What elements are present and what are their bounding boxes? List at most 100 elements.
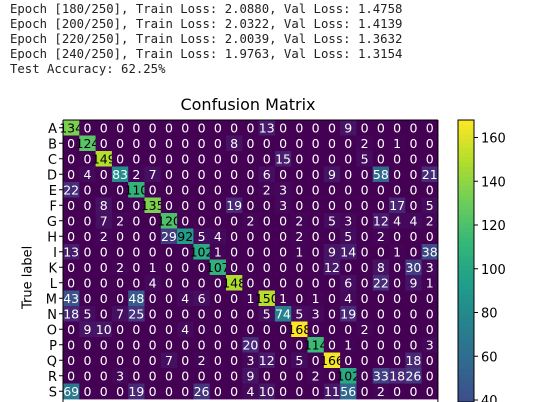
colorbar-segment bbox=[458, 256, 474, 262]
cell-value-label: 0 bbox=[312, 167, 320, 182]
cell-value-label: 0 bbox=[165, 120, 173, 135]
cell-value-label: 2 bbox=[295, 213, 303, 228]
cell-value-label: 0 bbox=[377, 291, 385, 306]
cell-value-label: 18 bbox=[63, 306, 79, 321]
cell-value-label: 0 bbox=[83, 384, 91, 399]
cell-value-label: 0 bbox=[312, 213, 320, 228]
heatmap-cell bbox=[307, 259, 325, 276]
heatmap-cell bbox=[226, 337, 243, 353]
heatmap-cell bbox=[63, 197, 80, 214]
cell-value-label: 19 bbox=[340, 306, 356, 321]
cell-value-label: 0 bbox=[361, 306, 369, 321]
heatmap-cell bbox=[144, 321, 162, 338]
cell-value-label: 0 bbox=[361, 198, 369, 213]
heatmap-cell bbox=[274, 244, 292, 260]
cell-value-label: 9 bbox=[246, 368, 254, 383]
heatmap-cell bbox=[356, 213, 374, 229]
cell-value-label: 0 bbox=[393, 167, 401, 182]
cell-value-label: 30 bbox=[405, 260, 421, 275]
colorbar-segment bbox=[458, 171, 474, 177]
heatmap-cell bbox=[372, 213, 390, 229]
heatmap-cell bbox=[323, 244, 341, 260]
heatmap-cell bbox=[177, 321, 194, 338]
heatmap-cell bbox=[144, 383, 162, 400]
cell-value-label: 2 bbox=[426, 213, 434, 228]
heatmap-cell bbox=[421, 368, 439, 384]
cell-value-label: 0 bbox=[116, 244, 124, 259]
cell-value-label: 0 bbox=[230, 368, 238, 383]
colorbar-segment bbox=[458, 322, 474, 328]
heatmap-cell bbox=[340, 337, 357, 353]
colorbar-segment bbox=[458, 373, 474, 379]
colorbar-segment bbox=[458, 392, 474, 398]
heatmap-cell bbox=[389, 306, 406, 322]
heatmap-cell bbox=[95, 135, 113, 152]
cell-value-label: 0 bbox=[246, 275, 254, 290]
heatmap-cell bbox=[226, 166, 243, 183]
heatmap-cell bbox=[389, 337, 406, 353]
cell-value-label: 0 bbox=[230, 260, 238, 275]
heatmap-cell bbox=[274, 151, 292, 167]
cell-value-label: 0 bbox=[214, 120, 222, 135]
colorbar-segment bbox=[458, 378, 474, 384]
heatmap-cell bbox=[63, 306, 80, 322]
heatmap-cell bbox=[372, 244, 390, 260]
cell-value-label: 0 bbox=[279, 353, 287, 368]
colorbar-segment bbox=[458, 218, 474, 224]
cell-value-label: 0 bbox=[377, 353, 385, 368]
heatmap-cell bbox=[323, 306, 341, 322]
heatmap-cell bbox=[405, 213, 422, 229]
heatmap-cell bbox=[340, 151, 357, 167]
cell-value-label: 0 bbox=[377, 198, 385, 213]
heatmap-cell bbox=[372, 337, 390, 353]
cell-value-label: 0 bbox=[198, 167, 206, 182]
cell-value-label: 0 bbox=[279, 337, 287, 352]
cell-value-label: 3 bbox=[279, 182, 287, 197]
cell-value-label: 0 bbox=[198, 136, 206, 151]
cell-value-label: 0 bbox=[263, 229, 271, 244]
cell-value-label: 0 bbox=[181, 151, 189, 166]
heatmap-cell bbox=[389, 244, 406, 260]
cell-value-label: 0 bbox=[361, 353, 369, 368]
colorbar-segment bbox=[458, 223, 474, 229]
cell-value-label: 0 bbox=[181, 353, 189, 368]
heatmap-cell bbox=[356, 120, 374, 136]
heatmap-cell bbox=[144, 135, 162, 152]
colorbar-frame bbox=[457, 119, 475, 402]
heatmap-cell bbox=[193, 321, 211, 338]
row-tick-label: P bbox=[49, 339, 57, 354]
heatmap-cell bbox=[79, 182, 96, 198]
heatmap-cell bbox=[79, 290, 96, 307]
cell-value-label: 5 bbox=[361, 151, 369, 166]
heatmap-cell bbox=[405, 306, 422, 322]
training-log: Epoch [180/250], Train Loss: 2.0880, Val… bbox=[10, 2, 402, 77]
colorbar-segment bbox=[458, 152, 474, 159]
heatmap-cell bbox=[389, 259, 406, 276]
heatmap-cell bbox=[389, 135, 406, 152]
cell-value-label: 0 bbox=[83, 120, 91, 135]
cell-value-label: 6 bbox=[198, 291, 206, 306]
cell-value-label: 148 bbox=[222, 275, 246, 290]
colorbar-segment bbox=[458, 275, 474, 281]
row-tick-label: E bbox=[49, 184, 57, 199]
heatmap-cell bbox=[111, 166, 129, 183]
heatmap-cell bbox=[372, 151, 390, 167]
heatmap-cell bbox=[372, 383, 390, 400]
heatmap-cell bbox=[258, 120, 276, 136]
heatmap-cell bbox=[193, 259, 211, 276]
cell-value-label: 102 bbox=[336, 368, 360, 383]
heatmap-cell bbox=[209, 275, 227, 291]
cell-value-label: 0 bbox=[198, 337, 206, 352]
heatmap-cell bbox=[421, 337, 439, 353]
cell-value-label: 0 bbox=[100, 120, 108, 135]
colorbar-segment bbox=[458, 251, 474, 257]
cell-value-label: 0 bbox=[181, 213, 189, 228]
heatmap-cell bbox=[160, 151, 178, 167]
cell-value-label: 0 bbox=[230, 306, 238, 321]
heatmap-cell bbox=[226, 135, 243, 152]
cell-value-label: 9 bbox=[328, 244, 336, 259]
cell-value-label: 22 bbox=[63, 182, 79, 197]
cell-value-label: 0 bbox=[263, 244, 271, 259]
heatmap-cell bbox=[291, 197, 308, 214]
cell-value-label: 3 bbox=[426, 260, 434, 275]
